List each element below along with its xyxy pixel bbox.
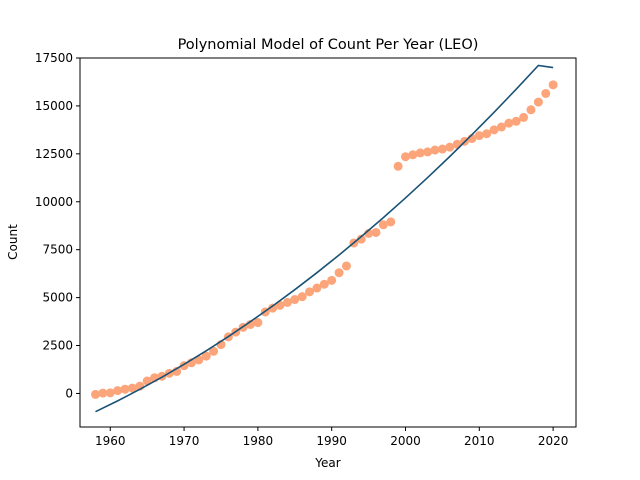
scatter-point (511, 116, 521, 126)
scatter-point (423, 147, 433, 157)
scatter-point (127, 383, 137, 393)
scatter-point (519, 112, 529, 122)
scatter-point (297, 292, 307, 302)
scatter-point (386, 217, 396, 227)
scatter-point (393, 161, 403, 171)
chart-title: Polynomial Model of Count Per Year (LEO) (178, 37, 479, 53)
y-tick-label: 15000 (35, 99, 73, 113)
axes-layer: 1960 1970 1980 1990 2000 2010 2020 0 2500 5000 750… (35, 51, 577, 448)
x-axis-label: Year (314, 456, 340, 470)
scatter-point (312, 283, 322, 293)
scatter-point (120, 384, 130, 394)
scatter-point (105, 388, 115, 398)
y-tick-label: 17500 (35, 51, 73, 65)
y-tick-label: 10000 (35, 195, 73, 209)
scatter-point (290, 295, 300, 305)
plot-frame (79, 57, 577, 428)
model-line (95, 64, 554, 413)
scatter-point (533, 97, 543, 107)
x-tick-label: 1970 (169, 434, 200, 448)
scatter-point (194, 355, 204, 365)
x-tick-label: 2020 (538, 434, 569, 448)
scatter-point (319, 279, 329, 289)
scatter-point (482, 129, 492, 139)
scatter-point (253, 318, 263, 328)
scatter-point (489, 125, 499, 135)
scatter-point (98, 388, 108, 398)
scatter-point (201, 351, 211, 361)
scatter-point (356, 234, 366, 244)
scatter-point (504, 118, 514, 128)
x-tick-label: 2000 (390, 434, 421, 448)
scatter-point (445, 142, 455, 152)
scatter-point (364, 228, 374, 238)
scatter-point (526, 105, 536, 115)
scatter-point (341, 261, 351, 271)
scatter-point (282, 297, 292, 307)
scatter-point (305, 287, 315, 297)
scatter-point (327, 275, 337, 285)
scatter-point (91, 389, 100, 399)
x-tick-label: 1960 (95, 434, 126, 448)
scatter-point (474, 131, 484, 141)
y-tick-label: 2500 (42, 339, 73, 353)
scatter-point (113, 386, 123, 396)
scatter-point (430, 145, 440, 155)
y-tick-label: 0 (65, 386, 73, 400)
scatter-point (371, 227, 381, 237)
x-tick-label: 2010 (464, 434, 495, 448)
series-layer (91, 64, 558, 413)
x-tick-label: 1990 (316, 434, 347, 448)
scatter-point (408, 150, 418, 160)
scatter-point (334, 268, 344, 278)
scatter-point (415, 148, 425, 158)
scatter-point (378, 220, 388, 230)
scatter-point (541, 88, 551, 98)
scatter-point (548, 80, 558, 90)
scatter-point (437, 144, 447, 154)
scatter-point (268, 303, 278, 313)
y-axis-label: Count (6, 224, 20, 260)
scatter-point (496, 122, 506, 132)
x-tick-label: 1980 (243, 434, 274, 448)
y-tick-label: 5000 (42, 291, 73, 305)
y-tick-label: 7500 (42, 243, 73, 257)
y-tick-label: 12500 (35, 147, 73, 161)
scatter-point (209, 346, 219, 356)
scatter-point (401, 152, 410, 162)
